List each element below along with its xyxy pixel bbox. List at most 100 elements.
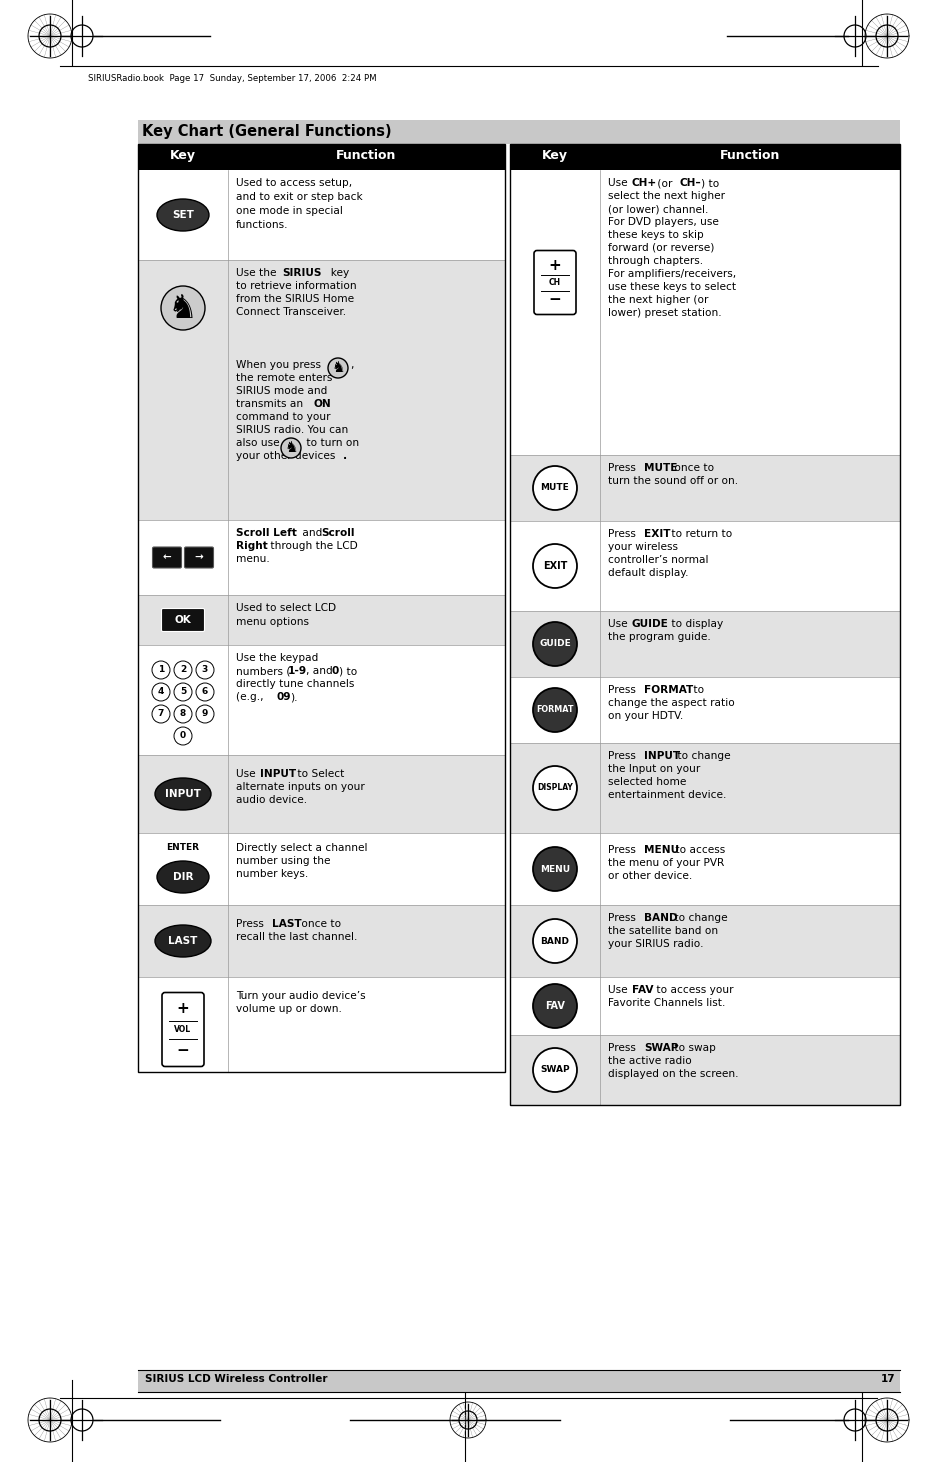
Bar <box>509 143 899 170</box>
Text: Right: Right <box>236 541 268 551</box>
Text: INPUT: INPUT <box>259 769 296 779</box>
Text: 4: 4 <box>157 687 164 696</box>
Text: LAST: LAST <box>168 936 197 946</box>
Text: to swap: to swap <box>670 1042 715 1053</box>
Text: displayed on the screen.: displayed on the screen. <box>607 1069 738 1079</box>
Bar <box>138 260 505 520</box>
Text: FAV: FAV <box>545 1001 564 1012</box>
Text: 0: 0 <box>180 731 186 740</box>
Text: ) to: ) to <box>339 667 357 675</box>
FancyBboxPatch shape <box>184 547 213 569</box>
Text: from the SIRIUS Home: from the SIRIUS Home <box>236 294 354 304</box>
Text: 2: 2 <box>180 665 186 674</box>
Text: 1: 1 <box>157 665 164 674</box>
Text: selected home: selected home <box>607 776 686 787</box>
Text: Key: Key <box>169 149 196 162</box>
Text: Press: Press <box>607 529 638 539</box>
Bar <box>509 677 899 743</box>
Bar <box>509 905 899 977</box>
Bar <box>138 170 505 260</box>
Text: to access: to access <box>671 845 724 855</box>
Text: SIRIUS mode and: SIRIUS mode and <box>236 386 327 396</box>
Text: Press: Press <box>607 1042 638 1053</box>
Ellipse shape <box>157 861 209 893</box>
Text: ,: , <box>350 360 353 370</box>
Text: FORMAT: FORMAT <box>535 706 573 715</box>
Text: your other devices: your other devices <box>236 450 335 461</box>
Circle shape <box>174 727 192 746</box>
Bar <box>509 1035 899 1105</box>
Text: Use the: Use the <box>236 268 280 278</box>
Text: (or: (or <box>653 178 675 189</box>
Circle shape <box>174 683 192 700</box>
Circle shape <box>196 705 213 724</box>
Text: MENU: MENU <box>643 845 679 855</box>
Text: the active radio: the active radio <box>607 1056 691 1066</box>
Text: Use: Use <box>607 985 630 996</box>
Text: SWAP: SWAP <box>540 1066 569 1075</box>
Text: to Select: to Select <box>294 769 344 779</box>
Text: Press: Press <box>607 751 638 762</box>
Text: forward (or reverse): forward (or reverse) <box>607 243 713 253</box>
Text: once to: once to <box>298 920 341 928</box>
Bar <box>138 143 505 170</box>
Text: GUIDE: GUIDE <box>538 639 570 649</box>
Ellipse shape <box>154 778 211 810</box>
Ellipse shape <box>157 199 209 231</box>
Bar <box>509 143 899 1105</box>
Bar <box>509 833 899 905</box>
Text: CH–: CH– <box>680 178 701 189</box>
FancyBboxPatch shape <box>534 250 576 314</box>
Text: SIRIUS: SIRIUS <box>282 268 321 278</box>
Text: command to your: command to your <box>236 412 330 423</box>
Text: 9: 9 <box>201 709 208 718</box>
Text: through the LCD: through the LCD <box>267 541 358 551</box>
Text: and: and <box>299 528 326 538</box>
Text: ♞: ♞ <box>284 440 298 456</box>
Text: Press: Press <box>607 686 638 694</box>
Text: LAST: LAST <box>271 920 301 928</box>
Text: through chapters.: through chapters. <box>607 256 702 266</box>
Text: volume up or down.: volume up or down. <box>236 1004 342 1015</box>
Text: MUTE: MUTE <box>540 484 569 493</box>
Bar <box>509 743 899 833</box>
Text: ) to: ) to <box>700 178 719 189</box>
Bar <box>509 611 899 677</box>
Text: once to: once to <box>670 463 713 474</box>
Text: For DVD players, use: For DVD players, use <box>607 216 718 227</box>
Text: use these keys to select: use these keys to select <box>607 282 736 292</box>
Text: these keys to skip: these keys to skip <box>607 230 703 240</box>
Text: Press: Press <box>607 912 638 923</box>
Text: −: − <box>177 1042 189 1058</box>
Text: controller’s normal: controller’s normal <box>607 556 708 564</box>
Text: numbers (: numbers ( <box>236 667 290 675</box>
Bar <box>138 595 505 645</box>
Text: Key Chart (General Functions): Key Chart (General Functions) <box>142 124 391 139</box>
Circle shape <box>533 544 577 588</box>
Text: −: − <box>548 292 561 307</box>
Circle shape <box>328 358 347 379</box>
Text: entertainment device.: entertainment device. <box>607 789 725 800</box>
Text: INPUT: INPUT <box>643 751 680 762</box>
Text: Use: Use <box>607 618 630 629</box>
Text: menu.: menu. <box>236 554 270 564</box>
Text: the program guide.: the program guide. <box>607 632 710 642</box>
Text: SIRIUS LCD Wireless Controller: SIRIUS LCD Wireless Controller <box>145 1374 328 1385</box>
Text: FAV: FAV <box>631 985 652 996</box>
Text: to: to <box>689 686 703 694</box>
Text: SIRIUSRadio.book  Page 17  Sunday, September 17, 2006  2:24 PM: SIRIUSRadio.book Page 17 Sunday, Septemb… <box>88 75 376 83</box>
Bar <box>138 120 899 143</box>
Text: When you press: When you press <box>236 360 321 370</box>
Text: Favorite Channels list.: Favorite Channels list. <box>607 999 724 1007</box>
Text: the satellite band on: the satellite band on <box>607 925 717 936</box>
Text: Use: Use <box>607 178 630 189</box>
Text: MUTE: MUTE <box>643 463 677 474</box>
Text: (e.g.,: (e.g., <box>236 692 267 702</box>
Text: +: + <box>548 257 561 273</box>
Circle shape <box>533 920 577 963</box>
Bar <box>509 520 899 611</box>
Text: lower) preset station.: lower) preset station. <box>607 308 721 319</box>
Text: BAND: BAND <box>540 937 569 946</box>
Bar <box>138 977 505 1072</box>
Text: the remote enters: the remote enters <box>236 373 332 383</box>
